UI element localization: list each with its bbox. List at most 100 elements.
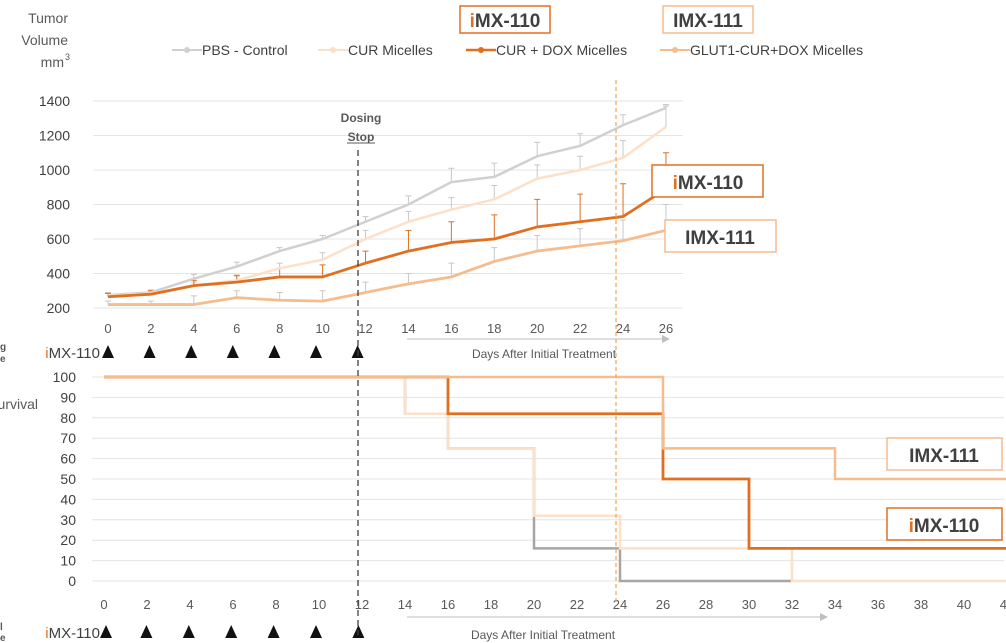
legend-label: PBS - Control [202, 42, 288, 58]
tumor-imx111-box: IMX-111 [664, 219, 777, 253]
dose-marker [100, 625, 112, 638]
bottom-y-tick: 30 [60, 512, 76, 528]
top-imx111-label: IMX-111 [673, 11, 743, 32]
error-bar [577, 133, 584, 146]
bottom-x-tick: 8 [272, 597, 279, 612]
top-chart-ylabel: Tumor Volume mm 3 [21, 10, 70, 70]
dose-marker [310, 625, 322, 638]
error-bar [448, 221, 455, 243]
bottom-x-tick-labels: 024681012141618202224262830323436384042 [100, 597, 1006, 612]
bottom-x-tick: 28 [699, 597, 713, 612]
top-x-tick: 10 [315, 321, 329, 336]
survival-line-glut [104, 375, 1006, 481]
left-cut-2: e [0, 354, 6, 365]
legend-marker [672, 47, 678, 53]
top-x-tick: 16 [444, 321, 458, 336]
bottom-y-tick: 10 [60, 553, 76, 569]
left-cut-3: l [0, 622, 3, 633]
top-y-tick: 800 [47, 197, 71, 213]
top-x-tick: 2 [147, 321, 154, 336]
bottom-x-tick: 24 [613, 597, 627, 612]
ylabel-superscript: 3 [65, 52, 70, 62]
error-bar [448, 262, 455, 277]
bottom-x-tick: 10 [312, 597, 326, 612]
bottom-x-tick: 32 [785, 597, 799, 612]
legend-label: GLUT1-CUR+DOX Micelles [690, 42, 863, 58]
error-bar [577, 228, 584, 246]
dosing-row-top: iMX-110 [45, 345, 364, 362]
dose-marker [310, 345, 322, 358]
top-x-tick: 0 [104, 321, 111, 336]
series-line-1 [107, 125, 667, 298]
top-series-lines [107, 106, 667, 306]
surv-imx111-box: IMX-111 [886, 437, 1003, 471]
dosing-row-label: iMX-110 [45, 345, 100, 362]
top-y-tick: 400 [47, 266, 71, 282]
bottom-x-tick: 2 [143, 597, 150, 612]
top-y-tick-labels: 200 400 600 800 1000 1200 1400 [39, 93, 70, 316]
error-bar [577, 155, 584, 170]
error-bar [362, 250, 369, 264]
error-bar [534, 164, 541, 179]
top-x-tick: 24 [616, 321, 630, 336]
series-line-3 [108, 229, 667, 306]
error-bar [534, 198, 541, 227]
top-x-tick-labels: 0 2 4 6 8 10 12 14 16 18 20 22 24 26 [104, 321, 673, 336]
bottom-x-tick: 42 [1000, 597, 1006, 612]
bottom-y-tick: 0 [68, 573, 76, 589]
top-y-tick: 1000 [39, 162, 70, 178]
bottom-x-tick: 0 [100, 597, 107, 612]
error-bar [190, 295, 197, 305]
bottom-x-tick: 18 [484, 597, 498, 612]
bottom-x-tick: 4 [186, 597, 193, 612]
bottom-x-tick: 12 [355, 597, 369, 612]
top-x-tick: 4 [190, 321, 197, 336]
dose-marker [225, 625, 238, 638]
error-bar [534, 235, 541, 252]
dosing-row-label: iMX-110 [45, 625, 100, 642]
top-error-bars [105, 103, 669, 305]
bottom-y-tick: 60 [60, 451, 76, 467]
bottom-y-tick: 70 [60, 430, 76, 446]
top-y-tick: 200 [47, 300, 71, 316]
left-cut-labels: g e l e [0, 342, 6, 643]
top-x-tick: 26 [659, 321, 673, 336]
top-x-tick: 18 [487, 321, 501, 336]
series-line-2 [107, 187, 667, 299]
left-cut-1: g [0, 342, 6, 353]
top-gridlines [93, 100, 683, 309]
error-bar [620, 183, 627, 217]
chart-legend: PBS - Control CUR Micelles CUR + DOX Micel… [172, 42, 863, 58]
dose-marker [102, 345, 114, 358]
error-bar [491, 247, 498, 262]
error-bar [620, 140, 627, 158]
dose-marker [185, 345, 198, 358]
surv-imx110-box: iMX-110 [886, 507, 1003, 541]
top-imx110-label: iMX-110 [470, 11, 541, 32]
bottom-x-tick: 38 [914, 597, 928, 612]
bottom-y-tick: 50 [60, 471, 76, 487]
error-bar [448, 167, 455, 183]
bottom-x-tick: 22 [570, 597, 584, 612]
top-x-tick: 8 [276, 321, 283, 336]
bottom-x-tick: 26 [656, 597, 670, 612]
error-bar [405, 273, 412, 284]
bottom-x-tick: 16 [441, 597, 455, 612]
bottom-xlabel: Days After Initial Treatment [471, 628, 616, 642]
tumor-imx110-label: iMX-110 [673, 173, 744, 194]
error-bar [534, 141, 541, 157]
bottom-x-tick: 34 [828, 597, 842, 612]
error-bar [662, 105, 669, 127]
survival-step-lines [104, 375, 1006, 583]
error-bar [319, 264, 326, 277]
bottom-x-tick: 14 [398, 597, 412, 612]
dose-marker [182, 625, 195, 638]
top-x-tick: 6 [233, 321, 240, 336]
bottom-y-tick: 90 [60, 389, 76, 405]
bottom-x-tick: 36 [871, 597, 885, 612]
bottom-y-tick-labels: 0 10 20 30 40 50 60 70 80 90 100 [53, 369, 77, 589]
error-bar [405, 229, 412, 252]
ylabel-line-2: Volume [21, 32, 68, 48]
